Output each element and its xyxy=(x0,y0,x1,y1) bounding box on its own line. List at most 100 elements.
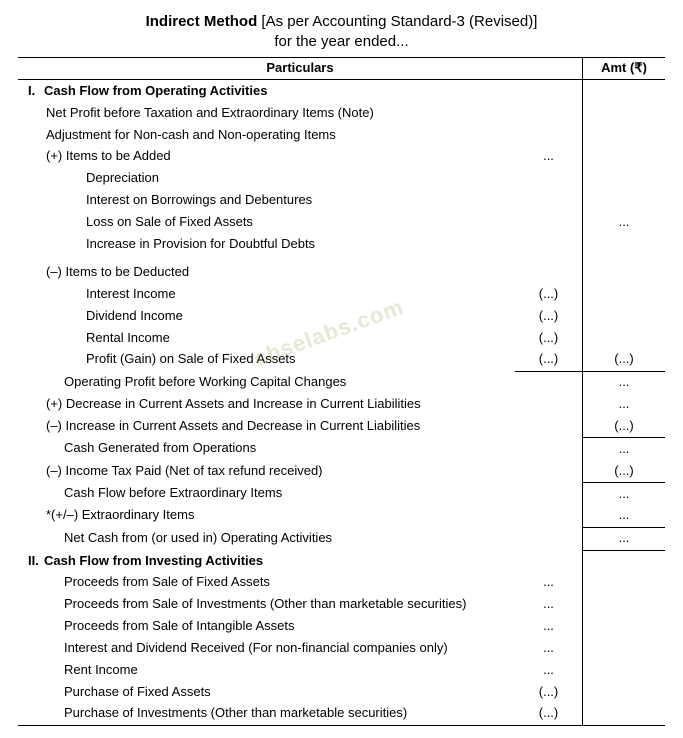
table-row: Proceeds from Sale of Investments (Other… xyxy=(18,594,665,616)
row-label: (–) Increase in Current Assets and Decre… xyxy=(46,418,420,433)
cell-subcol xyxy=(515,190,583,212)
row-label: (+) Items to be Added xyxy=(46,148,171,163)
cell-subcol: (...) xyxy=(515,349,583,371)
cell-amt: ... xyxy=(583,211,666,233)
cell-particulars: Interest Income xyxy=(18,283,515,305)
cell-amt: (...) xyxy=(583,349,666,371)
cell-amt xyxy=(583,233,666,261)
row-label: Loss on Sale of Fixed Assets xyxy=(86,214,253,229)
row-label: Net Cash from (or used in) Operating Act… xyxy=(64,530,332,545)
row-label: (+) Decrease in Current Assets and Incre… xyxy=(46,396,421,411)
cell-particulars: Cash Flow before Extraordinary Items xyxy=(18,483,515,505)
table-row: Purchase of Fixed Assets(...) xyxy=(18,681,665,703)
cell-subcol: ... xyxy=(515,659,583,681)
table-row: Purchase of Investments (Other than mark… xyxy=(18,703,665,725)
cell-particulars: Operating Profit before Working Capital … xyxy=(18,371,515,393)
row-label: Cash Flow before Extraordinary Items xyxy=(64,485,282,500)
cell-subcol xyxy=(515,460,583,482)
table-row: Cash Generated from Operations... xyxy=(18,438,665,460)
table-row: Net Profit before Taxation and Extraordi… xyxy=(18,102,665,124)
row-label: Proceeds from Sale of Intangible Assets xyxy=(64,618,295,633)
table-row: Net Cash from (or used in) Operating Act… xyxy=(18,527,665,550)
cell-subcol xyxy=(515,211,583,233)
cell-particulars: Depreciation xyxy=(18,168,515,190)
table-row: Interest Income(...) xyxy=(18,283,665,305)
table-row: Rent Income... xyxy=(18,659,665,681)
cell-particulars: Rental Income xyxy=(18,327,515,349)
cell-particulars: Interest on Borrowings and Debentures xyxy=(18,190,515,212)
cell-amt xyxy=(583,327,666,349)
cell-amt: ... xyxy=(583,483,666,505)
cell-amt xyxy=(583,550,666,572)
row-label: Interest and Dividend Received (For non-… xyxy=(64,640,448,655)
cell-particulars: Increase in Provision for Doubtful Debts xyxy=(18,233,515,261)
cell-subcol: ... xyxy=(515,616,583,638)
cell-subcol xyxy=(515,262,583,284)
title-bold: Indirect Method xyxy=(146,13,258,30)
table-row: I.Cash Flow from Operating Activities xyxy=(18,80,665,102)
cell-subcol xyxy=(515,124,583,146)
cell-amt xyxy=(583,283,666,305)
cell-particulars: Purchase of Fixed Assets xyxy=(18,681,515,703)
table-row: Interest and Dividend Received (For non-… xyxy=(18,637,665,659)
cell-subcol xyxy=(515,483,583,505)
cell-subcol: ... xyxy=(515,637,583,659)
table-row: Depreciation xyxy=(18,168,665,190)
row-label: Interest on Borrowings and Debentures xyxy=(86,192,312,207)
table-row: Rental Income(...) xyxy=(18,327,665,349)
cell-particulars: Profit (Gain) on Sale of Fixed Assets xyxy=(18,349,515,371)
cell-particulars: Proceeds from Sale of Investments (Other… xyxy=(18,594,515,616)
cell-subcol xyxy=(515,505,583,527)
cell-amt xyxy=(583,190,666,212)
table-row: (–) Increase in Current Assets and Decre… xyxy=(18,416,665,438)
cell-particulars: Dividend Income xyxy=(18,305,515,327)
row-label: Cash Flow from Investing Activities xyxy=(44,553,263,568)
cell-subcol xyxy=(515,102,583,124)
row-label: Proceeds from Sale of Investments (Other… xyxy=(64,596,466,611)
cell-amt xyxy=(583,305,666,327)
row-label: Proceeds from Sale of Fixed Assets xyxy=(64,574,270,589)
cell-subcol xyxy=(515,233,583,261)
cell-particulars: *(+/–) Extraordinary Items xyxy=(18,505,515,527)
cell-particulars: Net Cash from (or used in) Operating Act… xyxy=(18,527,515,550)
table-row: (+) Items to be Added... xyxy=(18,146,665,168)
cell-particulars: Proceeds from Sale of Fixed Assets xyxy=(18,572,515,594)
cell-particulars: Net Profit before Taxation and Extraordi… xyxy=(18,102,515,124)
table-row: Operating Profit before Working Capital … xyxy=(18,371,665,393)
cell-amt: ... xyxy=(583,394,666,416)
row-label: Cash Flow from Operating Activities xyxy=(44,83,267,98)
cell-subcol: (...) xyxy=(515,305,583,327)
cell-amt xyxy=(583,659,666,681)
row-label: Adjustment for Non-cash and Non-operatin… xyxy=(46,127,336,142)
cell-subcol xyxy=(515,371,583,393)
cell-amt xyxy=(583,262,666,284)
roman-numeral: II. xyxy=(28,552,44,571)
header-amt: Amt (₹) xyxy=(583,57,666,80)
row-label: Net Profit before Taxation and Extraordi… xyxy=(46,105,374,120)
table-row: Profit (Gain) on Sale of Fixed Assets (..… xyxy=(18,349,665,371)
cell-subcol: (...) xyxy=(515,327,583,349)
cell-amt xyxy=(583,681,666,703)
cell-subcol xyxy=(515,394,583,416)
row-label: Profit (Gain) on Sale of Fixed Assets xyxy=(86,351,296,366)
cell-amt xyxy=(583,102,666,124)
cell-particulars: II.Cash Flow from Investing Activities xyxy=(18,550,515,572)
cell-amt xyxy=(583,616,666,638)
row-label: Rent Income xyxy=(64,662,138,677)
cell-particulars: (+) Items to be Added xyxy=(18,146,515,168)
table-row: Cash Flow before Extraordinary Items... xyxy=(18,483,665,505)
cell-particulars: Interest and Dividend Received (For non-… xyxy=(18,637,515,659)
cell-particulars: (–) Increase in Current Assets and Decre… xyxy=(18,416,515,438)
row-label: Interest Income xyxy=(86,286,176,301)
table-row: (–) Income Tax Paid (Net of tax refund r… xyxy=(18,460,665,482)
cell-particulars: (–) Items to be Deducted xyxy=(18,262,515,284)
cell-amt xyxy=(583,146,666,168)
table-row: (+) Decrease in Current Assets and Incre… xyxy=(18,394,665,416)
table-row: Proceeds from Sale of Intangible Assets.… xyxy=(18,616,665,638)
table-row: Dividend Income(...) xyxy=(18,305,665,327)
table-row: II.Cash Flow from Investing Activities xyxy=(18,550,665,572)
row-label: (–) Income Tax Paid (Net of tax refund r… xyxy=(46,463,323,478)
cell-particulars: Loss on Sale of Fixed Assets xyxy=(18,211,515,233)
cell-subcol: (...) xyxy=(515,703,583,725)
table-row: Interest on Borrowings and Debentures xyxy=(18,190,665,212)
